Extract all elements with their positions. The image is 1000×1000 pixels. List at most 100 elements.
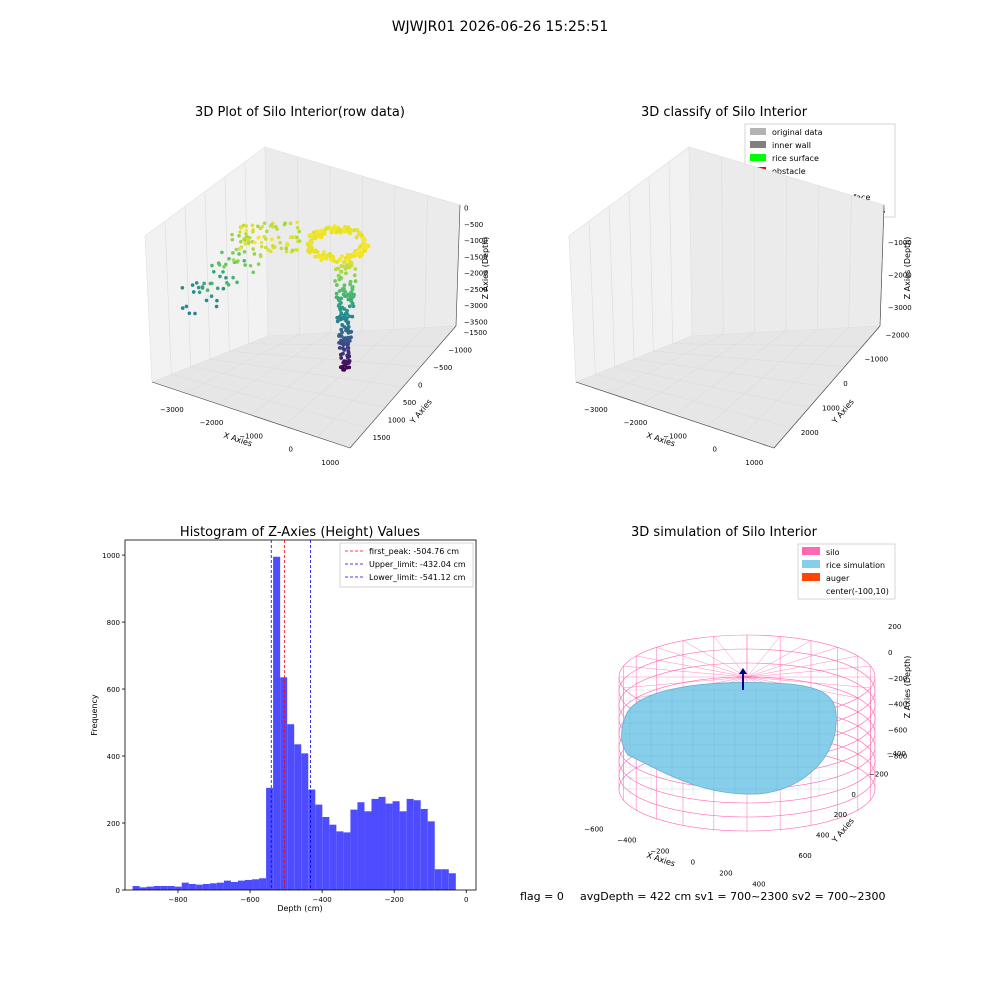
data-point [315,249,320,254]
z-axis-line [879,204,885,327]
y-tick-label: 0 [116,887,120,895]
data-point [317,229,322,234]
data-point [204,298,209,303]
data-point [266,248,271,252]
y-tick-label: 0 [851,791,855,799]
histogram-bar [336,831,344,890]
data-point [184,304,189,309]
data-point [279,246,284,251]
data-point [216,261,221,265]
data-point [313,233,318,238]
histogram-bar [427,821,435,890]
data-point [349,295,354,300]
data-point [222,265,226,269]
y-tick-label: 600 [798,852,811,860]
data-point [237,252,241,256]
data-point [345,226,350,231]
data-point [339,334,344,338]
z-tick-label: −200 [888,675,907,683]
data-point [340,330,344,335]
legend-swatch [750,128,766,135]
x-axis-line [575,381,775,449]
data-point [210,263,214,268]
histogram-bar [343,832,351,890]
histogram-bar [329,824,337,890]
data-point [313,254,318,259]
histogram-bar [420,808,428,890]
histogram-bar [259,878,267,890]
data-point [242,249,247,254]
z-tick-label: −2500 [464,286,488,294]
histogram-frame [124,539,477,891]
data-point [352,292,356,297]
legend-swatch [802,547,820,555]
data-point [241,223,246,228]
panel-2-zlabel: Z Axies (Depth) [903,237,912,300]
data-point [339,311,344,316]
panel-3-title: Histogram of Z-Axies (Height) Values [180,525,420,540]
histogram-bar [167,885,175,890]
data-point [336,296,341,300]
data-point [251,247,255,251]
data-point [295,225,300,230]
y-tick-label: 2000 [801,429,819,437]
data-point [258,254,263,259]
panel-histogram: Histogram of Z-Axies (Height) Values −80… [90,525,477,913]
histogram-bar [146,886,154,890]
data-point [237,233,241,238]
x-tick-label: 1000 [745,459,763,467]
y-axis-line [773,325,881,449]
data-point [346,330,351,335]
data-point [205,288,210,293]
silo-spoke [636,655,748,678]
data-point [337,257,342,262]
data-point [309,247,314,252]
silo-spoke [623,665,748,678]
z-tick-label: −500 [464,221,483,229]
y-tick-label: 0 [418,382,422,390]
grid-line [204,191,211,360]
x-tick-label: 0 [464,896,468,904]
x-tick-label: −600 [584,825,603,833]
x-tick-label: −200 [650,847,669,855]
histogram-bar [371,798,379,890]
legend-label: auger [826,574,850,583]
panel-4-title: 3D simulation of Silo Interior [631,525,818,540]
data-point [235,280,239,285]
data-point [339,269,343,274]
data-point [346,335,350,340]
data-point [347,253,352,258]
grid-line [184,206,191,367]
data-point [265,229,269,234]
data-point [243,263,247,267]
histogram-bar [174,886,182,890]
histogram-legend-entries: first_peak: -504.76 cm Upper_limit: -432.… [345,547,466,582]
data-point [324,226,329,231]
data-point [337,289,342,293]
grid-line [648,176,654,352]
silo-spoke [713,636,748,678]
histogram-y-ticks: 0 200 400 600 800 1000 [102,552,125,895]
data-point [238,246,243,251]
panel-simulation: 3D simulation of Silo Interior −600−400−… [568,146,912,888]
data-point [251,228,256,232]
z-tick-label: 0 [888,649,892,657]
panel-1-ticks: −3000 −2000 −1000 0 1000 −1500 −1000 −500 0 500 10… [160,205,488,467]
data-point [255,224,260,229]
histogram-legend: first_peak: -504.76 cm Upper_limit: -432.… [339,542,474,588]
data-point [244,232,248,236]
data-point [344,294,349,298]
data-point [345,258,350,263]
data-point [350,253,355,258]
legend-swatch [802,573,820,581]
data-point [333,279,338,283]
data-point [259,240,264,245]
grid-line [608,206,615,367]
data-point [336,303,341,308]
x-tick-label: 1000 [321,459,339,467]
data-point [239,225,244,230]
data-point [193,311,197,316]
silo-spoke [746,655,858,678]
panel-1-zlabel: Z Axies (Depth) [481,237,490,300]
